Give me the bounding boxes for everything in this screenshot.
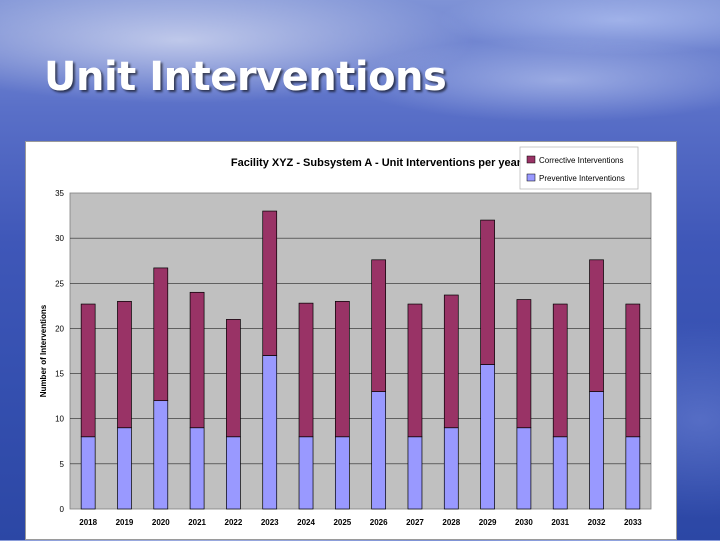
x-tick-label: 2021	[188, 518, 206, 527]
bar-preventive	[552, 436, 568, 510]
legend-swatch-corrective	[526, 155, 536, 164]
x-tick-label: 2025	[333, 518, 351, 527]
bar-corrective	[189, 291, 205, 429]
bar-preventive	[153, 400, 169, 510]
bar-corrective	[298, 302, 314, 438]
bar-corrective	[153, 267, 169, 402]
bar-preventive	[80, 436, 96, 510]
bar-corrective	[443, 294, 459, 429]
stacked-bar-chart: Facility XYZ - Subsystem A - Unit Interv…	[39, 146, 652, 527]
bar-corrective	[262, 210, 278, 356]
bar-preventive	[334, 436, 350, 510]
bars	[80, 210, 641, 510]
bar-preventive	[226, 436, 241, 510]
x-tick-label: 2030	[515, 518, 533, 527]
bar-corrective	[407, 303, 423, 438]
bar-corrective	[371, 259, 387, 392]
x-tick-label: 2023	[261, 518, 279, 527]
x-tick-label: 2032	[588, 518, 606, 527]
bar-preventive	[262, 355, 278, 510]
bar-corrective	[80, 303, 96, 438]
chart-panel: Facility XYZ - Subsystem A - Unit Interv…	[25, 141, 677, 540]
x-tick-label: 2028	[442, 518, 460, 527]
bar-preventive	[117, 427, 132, 510]
legend-box	[519, 146, 639, 190]
legend-swatch-preventive	[526, 173, 536, 182]
y-tick-label: 5	[60, 460, 65, 469]
y-axis-ticks: 0 5 10 15 20 25 30 35	[55, 189, 64, 514]
y-tick-label: 15	[55, 370, 64, 379]
x-tick-label: 2026	[370, 518, 388, 527]
bar-corrective	[480, 219, 495, 365]
x-tick-label: 2022	[225, 518, 243, 527]
x-tick-label: 2019	[116, 518, 134, 527]
legend-label-preventive: Preventive Interventions	[539, 174, 625, 183]
x-tick-label: 2033	[624, 518, 642, 527]
y-tick-label: 20	[55, 324, 64, 333]
bar-preventive	[298, 436, 314, 510]
bar-preventive	[480, 364, 495, 510]
bar-corrective	[516, 299, 532, 429]
x-tick-label: 2031	[551, 518, 569, 527]
bar-preventive	[407, 436, 423, 510]
y-tick-label: 35	[55, 189, 64, 198]
y-tick-label: 10	[55, 415, 64, 424]
y-axis-label: Number of Interventions	[39, 304, 48, 397]
bar-preventive	[516, 427, 532, 510]
x-tick-label: 2018	[79, 518, 97, 527]
bar-corrective	[552, 303, 568, 438]
x-tick-label: 2027	[406, 518, 424, 527]
bar-corrective	[625, 303, 641, 438]
x-tick-label: 2024	[297, 518, 315, 527]
chart-title: Facility XYZ - Subsystem A - Unit Interv…	[231, 157, 522, 169]
bar-corrective	[589, 259, 604, 392]
bar-preventive	[589, 391, 604, 510]
x-tick-label: 2029	[479, 518, 497, 527]
legend: Corrective Interventions Preventive Inte…	[519, 146, 639, 190]
bar-preventive	[625, 436, 641, 510]
slide-title: Unit Interventions	[44, 54, 447, 100]
legend-label-corrective: Corrective Interventions	[539, 156, 623, 165]
x-tick-label: 2020	[152, 518, 170, 527]
bar-preventive	[443, 427, 459, 510]
y-tick-label: 30	[55, 234, 64, 243]
bar-preventive	[189, 427, 205, 510]
y-tick-label: 25	[55, 279, 64, 288]
bar-corrective	[117, 300, 132, 429]
bar-corrective	[226, 319, 241, 438]
y-tick-label: 0	[60, 505, 65, 514]
bar-corrective	[334, 300, 350, 438]
x-axis-ticks: 2018 2019 2020 2021 2022 2023 2024 2025 2026 2027…	[79, 518, 642, 527]
bar-preventive	[371, 391, 387, 510]
